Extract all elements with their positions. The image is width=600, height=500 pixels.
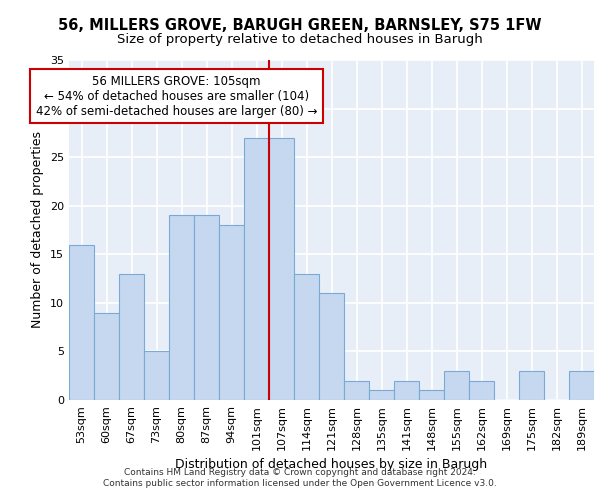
Text: Size of property relative to detached houses in Barugh: Size of property relative to detached ho… [117,32,483,46]
Bar [419,390,444,400]
Bar [219,225,244,400]
Bar [119,274,144,400]
Y-axis label: Number of detached properties: Number of detached properties [31,132,44,328]
Bar [394,380,419,400]
Bar [244,138,269,400]
Bar [194,216,219,400]
Bar [469,380,494,400]
Bar [519,371,544,400]
Bar [169,216,194,400]
Bar [569,371,594,400]
Bar [319,293,344,400]
Bar [344,380,369,400]
Bar [69,244,94,400]
Bar [294,274,319,400]
Bar [444,371,469,400]
Text: 56 MILLERS GROVE: 105sqm
← 54% of detached houses are smaller (104)
42% of semi-: 56 MILLERS GROVE: 105sqm ← 54% of detach… [36,74,317,118]
X-axis label: Distribution of detached houses by size in Barugh: Distribution of detached houses by size … [175,458,488,471]
Bar [369,390,394,400]
Bar [144,352,169,400]
Bar [94,312,119,400]
Text: Contains HM Land Registry data © Crown copyright and database right 2024.
Contai: Contains HM Land Registry data © Crown c… [103,468,497,487]
Text: 56, MILLERS GROVE, BARUGH GREEN, BARNSLEY, S75 1FW: 56, MILLERS GROVE, BARUGH GREEN, BARNSLE… [58,18,542,32]
Bar [269,138,294,400]
